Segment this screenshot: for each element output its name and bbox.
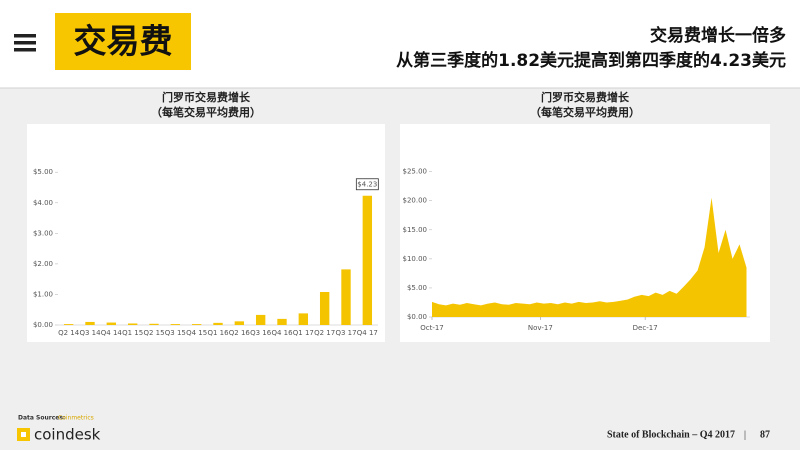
bar [170,324,181,325]
x-tick-label: Q3 17 [335,329,356,337]
chart-title: 门罗币交易费增长 [541,90,630,104]
menu-bar [14,41,36,45]
bar [127,323,138,325]
bar [341,269,351,325]
y-tick-label: $15.00 [403,226,428,234]
y-tick-label: $0.00 [407,313,427,321]
value-label: $4.23 [357,180,377,188]
bar [298,313,309,325]
x-tick-label: Q4 14 [101,329,123,337]
y-tick-label: $5.00 [33,168,53,176]
x-tick-label: Q1 15 [122,329,143,337]
y-tick-label: $25.00 [403,168,428,176]
x-tick-label: Q4 17 [357,329,378,337]
bar [255,314,266,325]
tag-text: 交易费 [74,22,173,61]
y-tick-label: $3.00 [33,229,53,237]
page-number: 87 [760,429,770,440]
bar [277,318,287,325]
x-tick-label: Oct-17 [420,324,444,332]
brand-logo-mark [21,432,26,437]
y-tick-label: $4.00 [33,199,53,207]
x-tick-label: Q3 14 [79,329,101,337]
x-tick-label: Q1 16 [207,329,229,337]
x-tick-label: Q2 17 [314,329,335,337]
brand-name: coindesk [34,426,101,444]
menu-bar [14,34,36,38]
y-tick-label: $10.00 [403,255,428,263]
x-tick-label: Q3 16 [250,329,272,337]
x-tick-label: Q4 16 [271,329,293,337]
x-tick-label: Q2 15 [143,329,164,337]
headline: 交易费增长一倍多 [650,25,786,46]
y-tick-label: $2.00 [33,260,53,268]
area [432,197,747,317]
value-label-box [355,178,379,191]
menu-icon[interactable] [14,34,36,52]
y-tick-label: $0.00 [33,321,53,329]
x-tick-label: Dec-17 [633,324,658,332]
y-tick-label: $1.00 [33,290,53,298]
y-tick-label: $20.00 [403,197,428,205]
bar [63,324,74,325]
x-tick-label: Nov-17 [528,324,553,332]
chart-title: 门罗币交易费增长 [162,90,251,104]
separator: | [744,429,746,440]
bar [149,323,159,325]
menu-bar [14,48,36,52]
chart-subtitle: （每笔交易平均费用） [530,105,640,119]
subheadline: 从第三季度的1.82美元提高到第四季度的4.23美元 [396,50,786,71]
bar [234,321,245,325]
x-tick-label: Q4 15 [186,329,207,337]
x-tick-label: Q2 16 [229,329,251,337]
bar [362,195,373,325]
bar [191,324,202,325]
source-label: Data Sources: [18,415,65,422]
x-tick-label: Q3 15 [165,329,186,337]
bar [213,322,223,325]
chart-subtitle: （每笔交易平均费用） [151,105,261,119]
bar [85,321,95,325]
x-tick-label: Q1 17 [293,329,314,337]
report-name: State of Blockchain – Q4 2017 [607,429,735,440]
bar [106,322,117,325]
tag-box [55,13,191,70]
chart-panel [27,124,385,342]
source-link[interactable]: Coinmetrics [58,415,94,422]
x-tick-label: Q2 14 [58,329,80,337]
bar [319,292,330,325]
y-tick-label: $5.00 [407,284,427,292]
